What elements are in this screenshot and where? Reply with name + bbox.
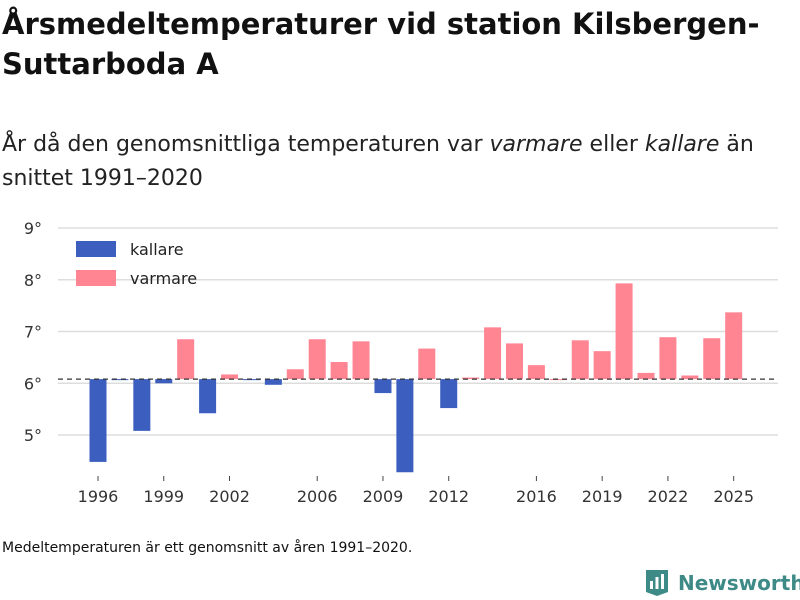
bar-2013 [462, 377, 480, 380]
bar-2010 [396, 379, 414, 473]
bar-2012 [440, 379, 458, 409]
bar-2000 [177, 339, 195, 380]
y-tick-label: 8° [24, 271, 42, 290]
legend-label-kallare: kallare [130, 240, 184, 259]
x-tick-label: 2012 [428, 487, 469, 506]
legend: kallare varmare [76, 240, 197, 288]
legend-swatch-varmare [76, 270, 116, 286]
y-tick-label: 7° [24, 323, 42, 342]
bar-2020 [615, 283, 633, 380]
bar-2009 [374, 379, 392, 394]
bar-2016 [527, 365, 545, 380]
bar-2001 [199, 379, 217, 414]
bar-2014 [484, 327, 502, 380]
bar-2011 [418, 348, 436, 380]
chart-title: Årsmedeltemperaturer vid station Kilsber… [2, 7, 760, 81]
bar-2023 [681, 375, 699, 380]
bar-2022 [659, 337, 677, 380]
bar-2017 [549, 379, 567, 381]
y-axis-ticks: 5° 6° 7° 8° 9° [24, 219, 42, 445]
subtitle-cold-word: kallare [644, 132, 720, 157]
gridlines [58, 227, 778, 436]
subtitle-middle: eller [582, 132, 645, 157]
bar-2007 [330, 362, 348, 380]
bar-2019 [593, 351, 611, 380]
x-tick-label: 1999 [143, 487, 184, 506]
bar-2015 [505, 343, 523, 380]
x-tick-label: 2006 [297, 487, 338, 506]
bars [89, 283, 743, 473]
brand-name: Newsworthy [678, 571, 800, 595]
legend-swatch-kallare [76, 241, 116, 257]
x-tick-label: 2022 [648, 487, 689, 506]
bar-1997 [111, 379, 129, 381]
bar-1996 [89, 379, 107, 462]
footnote: Medeltemperaturen är ett genomsnitt av å… [2, 540, 413, 556]
chart-subtitle: År då den genomsnittliga temperaturen va… [2, 128, 782, 196]
bar-2025 [725, 312, 743, 380]
bar-1999 [155, 379, 173, 384]
legend-label-varmare: varmare [130, 269, 197, 288]
x-tick-label: 2025 [713, 487, 754, 506]
bar-1998 [133, 379, 151, 431]
subtitle-warm-word: varmare [489, 132, 583, 157]
x-axis-ticks: 1996 1999 2002 2006 2009 2012 2016 2019 2022 2025 [78, 476, 754, 506]
x-tick-label: 2009 [363, 487, 404, 506]
bar-2006 [308, 339, 326, 380]
bar-2021 [637, 372, 655, 380]
bar-2024 [703, 338, 721, 380]
x-tick-label: 2016 [516, 487, 557, 506]
brand: Newsworthy [644, 568, 800, 598]
bar-2002 [221, 374, 239, 380]
y-tick-label: 6° [24, 374, 42, 393]
newsworthy-logo-icon [646, 570, 668, 596]
bar-2018 [571, 340, 589, 380]
x-tick-label: 2002 [209, 487, 250, 506]
y-tick-label: 9° [24, 219, 42, 238]
subtitle-prefix: År då den genomsnittliga temperaturen va… [2, 132, 490, 157]
bar-2005 [286, 369, 304, 380]
x-tick-label: 1996 [78, 487, 119, 506]
subtitle-suffix: än snittet 1991–2020 [2, 132, 754, 191]
x-tick-label: 2019 [582, 487, 623, 506]
y-tick-label: 5° [24, 426, 42, 445]
bar-2008 [352, 341, 370, 380]
bar-2004 [264, 379, 282, 385]
